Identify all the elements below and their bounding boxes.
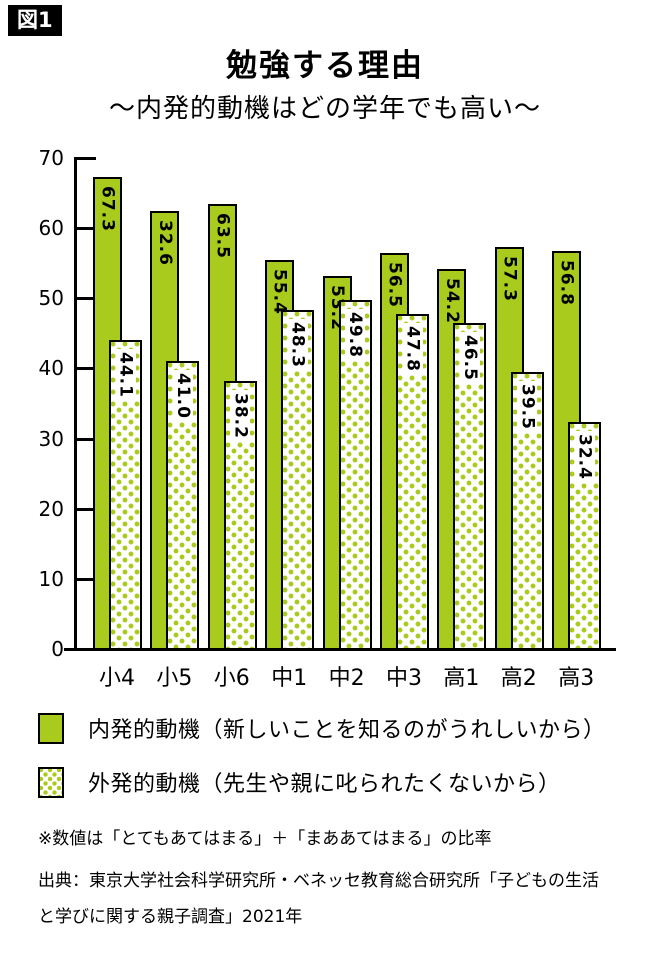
bar-value-label: 49.8 [345, 308, 366, 361]
bar-extrinsic-高1: 46.5 [453, 322, 487, 649]
x-axis-label-高3: 高3 [558, 666, 595, 691]
bar-value-label: 48.3 [287, 319, 308, 372]
legend-swatch-solid-green [38, 712, 64, 744]
y-axis-tick [74, 367, 96, 371]
y-axis-tick [74, 507, 96, 511]
y-axis-tick [74, 437, 96, 441]
x-axis-label-中2: 中2 [328, 666, 365, 691]
x-axis-label-中3: 中3 [386, 666, 422, 691]
bar-extrinsic-小6: 38.2 [223, 381, 257, 649]
bar-value-label: 46.5 [459, 331, 480, 384]
bar-extrinsic-小5: 41.0 [166, 361, 200, 649]
bar-value-label: 63.5 [212, 212, 233, 259]
bar-value-label: 56.8 [556, 259, 577, 306]
legend-swatch-dotted-green [38, 766, 64, 798]
chart-title: 勉強する理由 [226, 48, 424, 84]
footnote: ※数値は「とてもあてはまる」＋「まああてはまる」の比率 [38, 829, 492, 849]
x-axis-label-小6: 小6 [213, 666, 250, 691]
y-axis-tick-label: 20 [38, 496, 64, 521]
bar-value-label: 39.5 [517, 380, 538, 433]
bar-extrinsic-高2: 39.5 [510, 371, 544, 649]
bar-value-label: 44.1 [115, 348, 136, 401]
y-axis-tick-label: 0 [51, 637, 64, 661]
bar-value-label: 54.2 [441, 277, 462, 324]
bar-value-label: 38.2 [230, 390, 251, 443]
legend-item-extrinsic: 外発的動機（先生や親に叱られたくないから） [38, 766, 628, 798]
y-axis-tick-label: 60 [38, 216, 64, 241]
legend: 内発的動機（新しいことを知るのがうれしいから） 外発的動機（先生や親に叱られたく… [38, 712, 628, 820]
x-axis-label-高1: 高1 [443, 666, 480, 691]
bar-value-label: 41.0 [172, 370, 193, 423]
legend-label-extrinsic: 外発的動機（先生や親に叱られたくないから） [88, 772, 561, 797]
bar-value-label: 32.4 [574, 430, 595, 483]
x-axis-line [64, 648, 616, 651]
figure-number-badge: 図1 [8, 5, 62, 37]
x-axis-label-小4: 小4 [99, 666, 135, 691]
y-axis-line [74, 158, 77, 649]
bar-value-label: 67.3 [97, 185, 118, 232]
bar-extrinsic-中1: 48.3 [281, 310, 315, 649]
bar-value-label: 56.5 [384, 261, 405, 308]
y-axis-tick-label: 70 [38, 146, 64, 171]
y-axis-tick-label: 10 [38, 566, 64, 591]
y-axis-tick [74, 227, 96, 231]
y-axis-tick-label: 30 [38, 426, 64, 451]
bar-chart-plot-area: 0 10 20 30 40 50 60 70 67.3 44.1 小4 32.6 41.0 小5 63.5 3… [38, 146, 616, 691]
bar-extrinsic-中3: 47.8 [396, 313, 429, 649]
x-axis-label-高2: 高2 [500, 666, 537, 691]
bar-value-label: 32.6 [154, 219, 175, 266]
y-axis-tick-label: 40 [38, 356, 64, 381]
bar-extrinsic-中2: 49.8 [338, 299, 372, 649]
x-axis-label-小5: 小5 [156, 666, 193, 691]
bar-value-label: 47.8 [402, 322, 423, 375]
y-axis-tick [74, 577, 96, 581]
y-axis-tick [74, 157, 96, 161]
legend-item-intrinsic: 内発的動機（新しいことを知るのがうれしいから） [38, 712, 628, 744]
bar-value-label: 55.4 [269, 269, 290, 316]
chart-subtitle: 〜内発的動機はどの学年でも高い〜 [108, 94, 541, 124]
y-axis-tick-label: 50 [38, 286, 64, 311]
bar-value-label: 57.3 [499, 256, 520, 303]
bar-extrinsic-高3: 32.4 [568, 421, 602, 649]
bar-extrinsic-小4: 44.1 [109, 339, 142, 649]
y-axis-tick [74, 297, 96, 301]
legend-label-intrinsic: 内発的動機（新しいことを知るのがうれしいから） [88, 718, 606, 743]
x-axis-label-中1: 中1 [271, 666, 308, 691]
source-citation: 出典：東京大学社会科学研究所・ベネッセ教育総合研究所「子どもの生活と学びに関する… [38, 871, 599, 927]
